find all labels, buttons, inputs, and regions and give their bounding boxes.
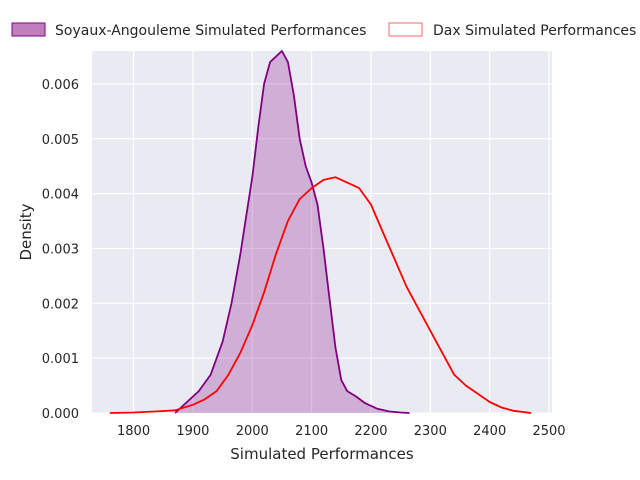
series-1-line xyxy=(109,176,532,414)
x-tick-label: 2400 xyxy=(473,424,506,439)
tick-labels: 1800 1900 2000 2100 2200 2300 2400 2500 0.000 0.0… xyxy=(42,78,566,439)
legend-swatch-soyaux-angouleme xyxy=(11,22,46,37)
series-layer xyxy=(109,50,532,414)
y-tick-label: 0.004 xyxy=(42,188,79,203)
legend-label-soyaux-angouleme: Soyaux-Angouleme Simulated Performances xyxy=(55,23,366,39)
series-0-area xyxy=(175,51,410,413)
x-axis-label: Simulated Performances xyxy=(230,445,414,463)
x-tick-label: 1800 xyxy=(117,424,150,439)
y-tick-label: 0.000 xyxy=(42,407,79,422)
x-tick-label: 2500 xyxy=(532,424,565,439)
series-0-line xyxy=(174,50,410,414)
x-tick-label: 2300 xyxy=(414,424,447,439)
y-tick-label: 0.003 xyxy=(42,242,79,257)
grid-lines xyxy=(92,51,552,414)
y-axis-label: Density xyxy=(17,203,35,260)
y-tick-label: 0.001 xyxy=(42,352,79,367)
legend-label-dax: Dax Simulated Performances xyxy=(433,23,636,39)
x-tick-label: 1900 xyxy=(176,424,209,439)
legend: Soyaux-Angouleme Simulated Performances … xyxy=(11,22,636,39)
x-tick-label: 2200 xyxy=(354,424,387,439)
y-tick-label: 0.005 xyxy=(42,133,79,148)
y-tick-label: 0.002 xyxy=(42,297,79,312)
y-tick-label: 0.006 xyxy=(42,78,79,93)
x-tick-label: 2000 xyxy=(236,424,269,439)
x-tick-label: 2100 xyxy=(295,424,328,439)
legend-swatch-dax xyxy=(388,22,423,37)
